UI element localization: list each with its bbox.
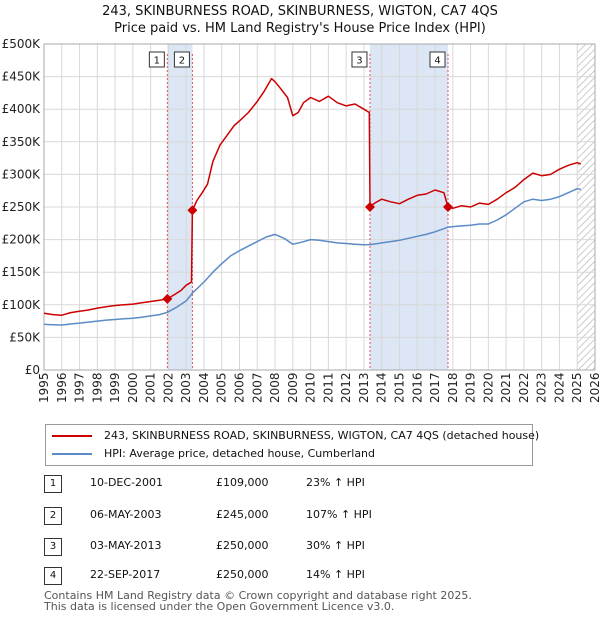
x-tick-label: 1998 (90, 372, 104, 403)
footer-licence: This data is licensed under the Open Gov… (44, 600, 395, 613)
transaction-number: 1 (44, 475, 62, 493)
y-tick-label: £200K (2, 233, 42, 247)
x-tick-label: 2023 (535, 372, 549, 403)
y-tick-label: £350K (2, 135, 42, 149)
sale-label: 4 (429, 51, 446, 68)
x-tick-label: 2004 (197, 372, 211, 403)
legend-label-price: 243, SKINBURNESS ROAD, SKINBURNESS, WIGT… (104, 429, 540, 442)
y-tick-label: £400K (2, 102, 42, 116)
x-tick-label: 2012 (339, 372, 353, 403)
x-tick-label: 2011 (321, 372, 335, 403)
sale-point (443, 202, 454, 212)
price-paid-line (43, 77, 582, 316)
x-tick-label: 1995 (37, 372, 51, 403)
sale-point (187, 205, 198, 216)
x-tick-label: 2015 (392, 372, 406, 403)
price-chart: £0 £50K £100K £150K £200K £250K £300K £350K £400… (2, 37, 600, 403)
sale-label-box (429, 51, 446, 68)
sale-label-text: 1 (154, 56, 160, 67)
x-tick-label: 2014 (375, 372, 389, 403)
x-tick-label: 2008 (268, 372, 282, 403)
y-tick-label: £100K (2, 298, 42, 312)
sale-label-box (351, 51, 368, 68)
x-tick-label: 2010 (304, 372, 318, 403)
y-tick-label: £50K (9, 330, 41, 344)
x-tick-label: 1999 (108, 372, 122, 403)
x-tick-label: 2025 (570, 372, 584, 403)
transaction-number: 2 (44, 507, 62, 525)
y-tick-label: £250K (2, 200, 42, 214)
legend-swatch-hpi (52, 453, 92, 455)
x-tick-label: 2006 (233, 372, 247, 403)
transaction-hpi: 30% ↑ HPI (306, 539, 365, 552)
footer: Contains HM Land Registry data © Crown c… (44, 590, 472, 612)
x-tick-label: 2026 (588, 372, 600, 403)
x-tick-label: 2007 (250, 372, 264, 403)
sale-label: 2 (173, 51, 190, 68)
sale-label-text: 2 (179, 56, 185, 67)
transaction-date: 03-MAY-2013 (90, 539, 162, 552)
x-tick-label: 2013 (357, 372, 371, 403)
x-tick-label: 2002 (161, 372, 175, 403)
sale-label: 3 (351, 51, 368, 68)
x-tick-label: 2017 (428, 372, 442, 403)
transaction-price: £245,000 (216, 508, 269, 521)
x-tick-label: 2001 (144, 372, 158, 403)
transaction-number: 3 (44, 538, 62, 556)
y-tick-label: £150K (2, 265, 42, 279)
transaction-hpi: 107% ↑ HPI (306, 508, 372, 521)
x-tick-label: 2005 (215, 372, 229, 403)
x-tick-label: 2022 (517, 372, 531, 403)
transaction-date: 06-MAY-2003 (90, 508, 162, 521)
y-tick-label: £300K (2, 167, 42, 181)
x-tick-label: 2009 (286, 372, 300, 403)
sale-label: 1 (148, 51, 165, 68)
transaction-price: £250,000 (216, 568, 269, 581)
x-tick-label: 2018 (446, 372, 460, 403)
x-tick-label: 2019 (464, 372, 478, 403)
legend-swatch-price (52, 435, 92, 437)
hpi-line (43, 187, 581, 326)
sale-label-text: 4 (434, 56, 440, 67)
plot-border (43, 43, 596, 371)
transaction-date: 10-DEC-2001 (90, 476, 164, 489)
sale-label-box (148, 51, 165, 68)
y-tick-label: £450K (2, 70, 42, 84)
y-tick-label: £0 (25, 363, 40, 377)
x-tick-label: 2016 (410, 372, 424, 403)
x-tick-label: 2024 (552, 372, 566, 403)
transaction-price: £250,000 (216, 539, 269, 552)
legend: 243, SKINBURNESS ROAD, SKINBURNESS, WIGT… (45, 424, 539, 466)
chart-subtitle: Price paid vs. HM Land Registry's House … (114, 21, 486, 36)
sale-label-text: 3 (356, 56, 362, 67)
x-tick-label: 2021 (499, 372, 513, 403)
sale-point (162, 293, 173, 304)
transaction-number: 4 (44, 567, 62, 585)
transaction-price: £109,000 (216, 476, 269, 489)
x-tick-label: 1997 (73, 372, 87, 403)
sale-label-box (173, 51, 190, 68)
y-tick-label: £500K (2, 37, 42, 51)
chart-title: 243, SKINBURNESS ROAD, SKINBURNESS, WIGT… (102, 4, 498, 19)
transaction-hpi: 23% ↑ HPI (306, 476, 365, 489)
sale-point (364, 202, 375, 212)
transaction-hpi: 14% ↑ HPI (306, 568, 365, 581)
footer-copyright: Contains HM Land Registry data © Crown c… (44, 589, 472, 602)
x-tick-label: 2000 (126, 372, 140, 403)
x-tick-label: 2020 (481, 372, 495, 403)
legend-label-hpi: HPI: Average price, detached house, Cumb… (104, 447, 376, 460)
transaction-date: 22-SEP-2017 (90, 568, 161, 581)
x-tick-label: 2003 (179, 372, 193, 403)
x-tick-label: 1996 (55, 372, 69, 403)
